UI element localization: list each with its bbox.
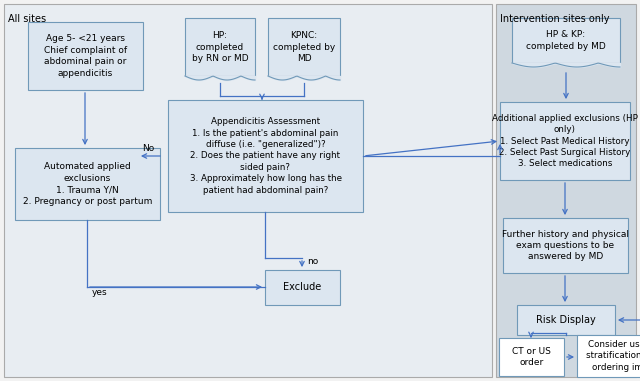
FancyBboxPatch shape [15,148,160,220]
Text: yes: yes [92,288,108,297]
FancyBboxPatch shape [512,18,620,63]
FancyBboxPatch shape [503,218,628,273]
Text: Consider using risk
stratification before
ordering imaging: Consider using risk stratification befor… [586,340,640,372]
FancyBboxPatch shape [28,22,143,90]
FancyBboxPatch shape [268,18,340,76]
Text: Intervention sites only: Intervention sites only [500,14,609,24]
FancyBboxPatch shape [499,338,564,376]
Text: All sites: All sites [8,14,46,24]
Text: Risk Display: Risk Display [536,315,596,325]
FancyBboxPatch shape [500,102,630,180]
FancyBboxPatch shape [577,335,640,377]
FancyBboxPatch shape [496,4,636,377]
FancyBboxPatch shape [4,4,492,377]
Text: Appendicitis Assessment
1. Is the patient's abdominal pain
diffuse (i.e. "genera: Appendicitis Assessment 1. Is the patien… [189,117,342,195]
FancyBboxPatch shape [265,270,340,305]
Text: No: No [142,144,154,153]
FancyBboxPatch shape [185,18,255,76]
Text: Further history and physical
exam questions to be
answered by MD: Further history and physical exam questi… [502,229,629,261]
Text: HP:
completed
by RN or MD: HP: completed by RN or MD [192,31,248,63]
Text: CT or US
order: CT or US order [512,347,551,367]
FancyBboxPatch shape [168,100,363,212]
Text: HP & KP:
completed by MD: HP & KP: completed by MD [526,30,606,51]
FancyBboxPatch shape [517,305,615,335]
Text: Additional applied exclusions (HP
only)
1. Select Past Medical History
2. Select: Additional applied exclusions (HP only) … [492,114,638,168]
Text: KPNC:
completed by
MD: KPNC: completed by MD [273,31,335,63]
Text: no: no [307,256,318,266]
Text: Age 5- <21 years
Chief complaint of
abdominal pain or
appendicitis: Age 5- <21 years Chief complaint of abdo… [44,34,127,78]
Text: Exclude: Exclude [284,282,322,293]
Text: Automated applied
exclusions
1. Trauma Y/N
2. Pregnancy or post partum: Automated applied exclusions 1. Trauma Y… [23,162,152,206]
